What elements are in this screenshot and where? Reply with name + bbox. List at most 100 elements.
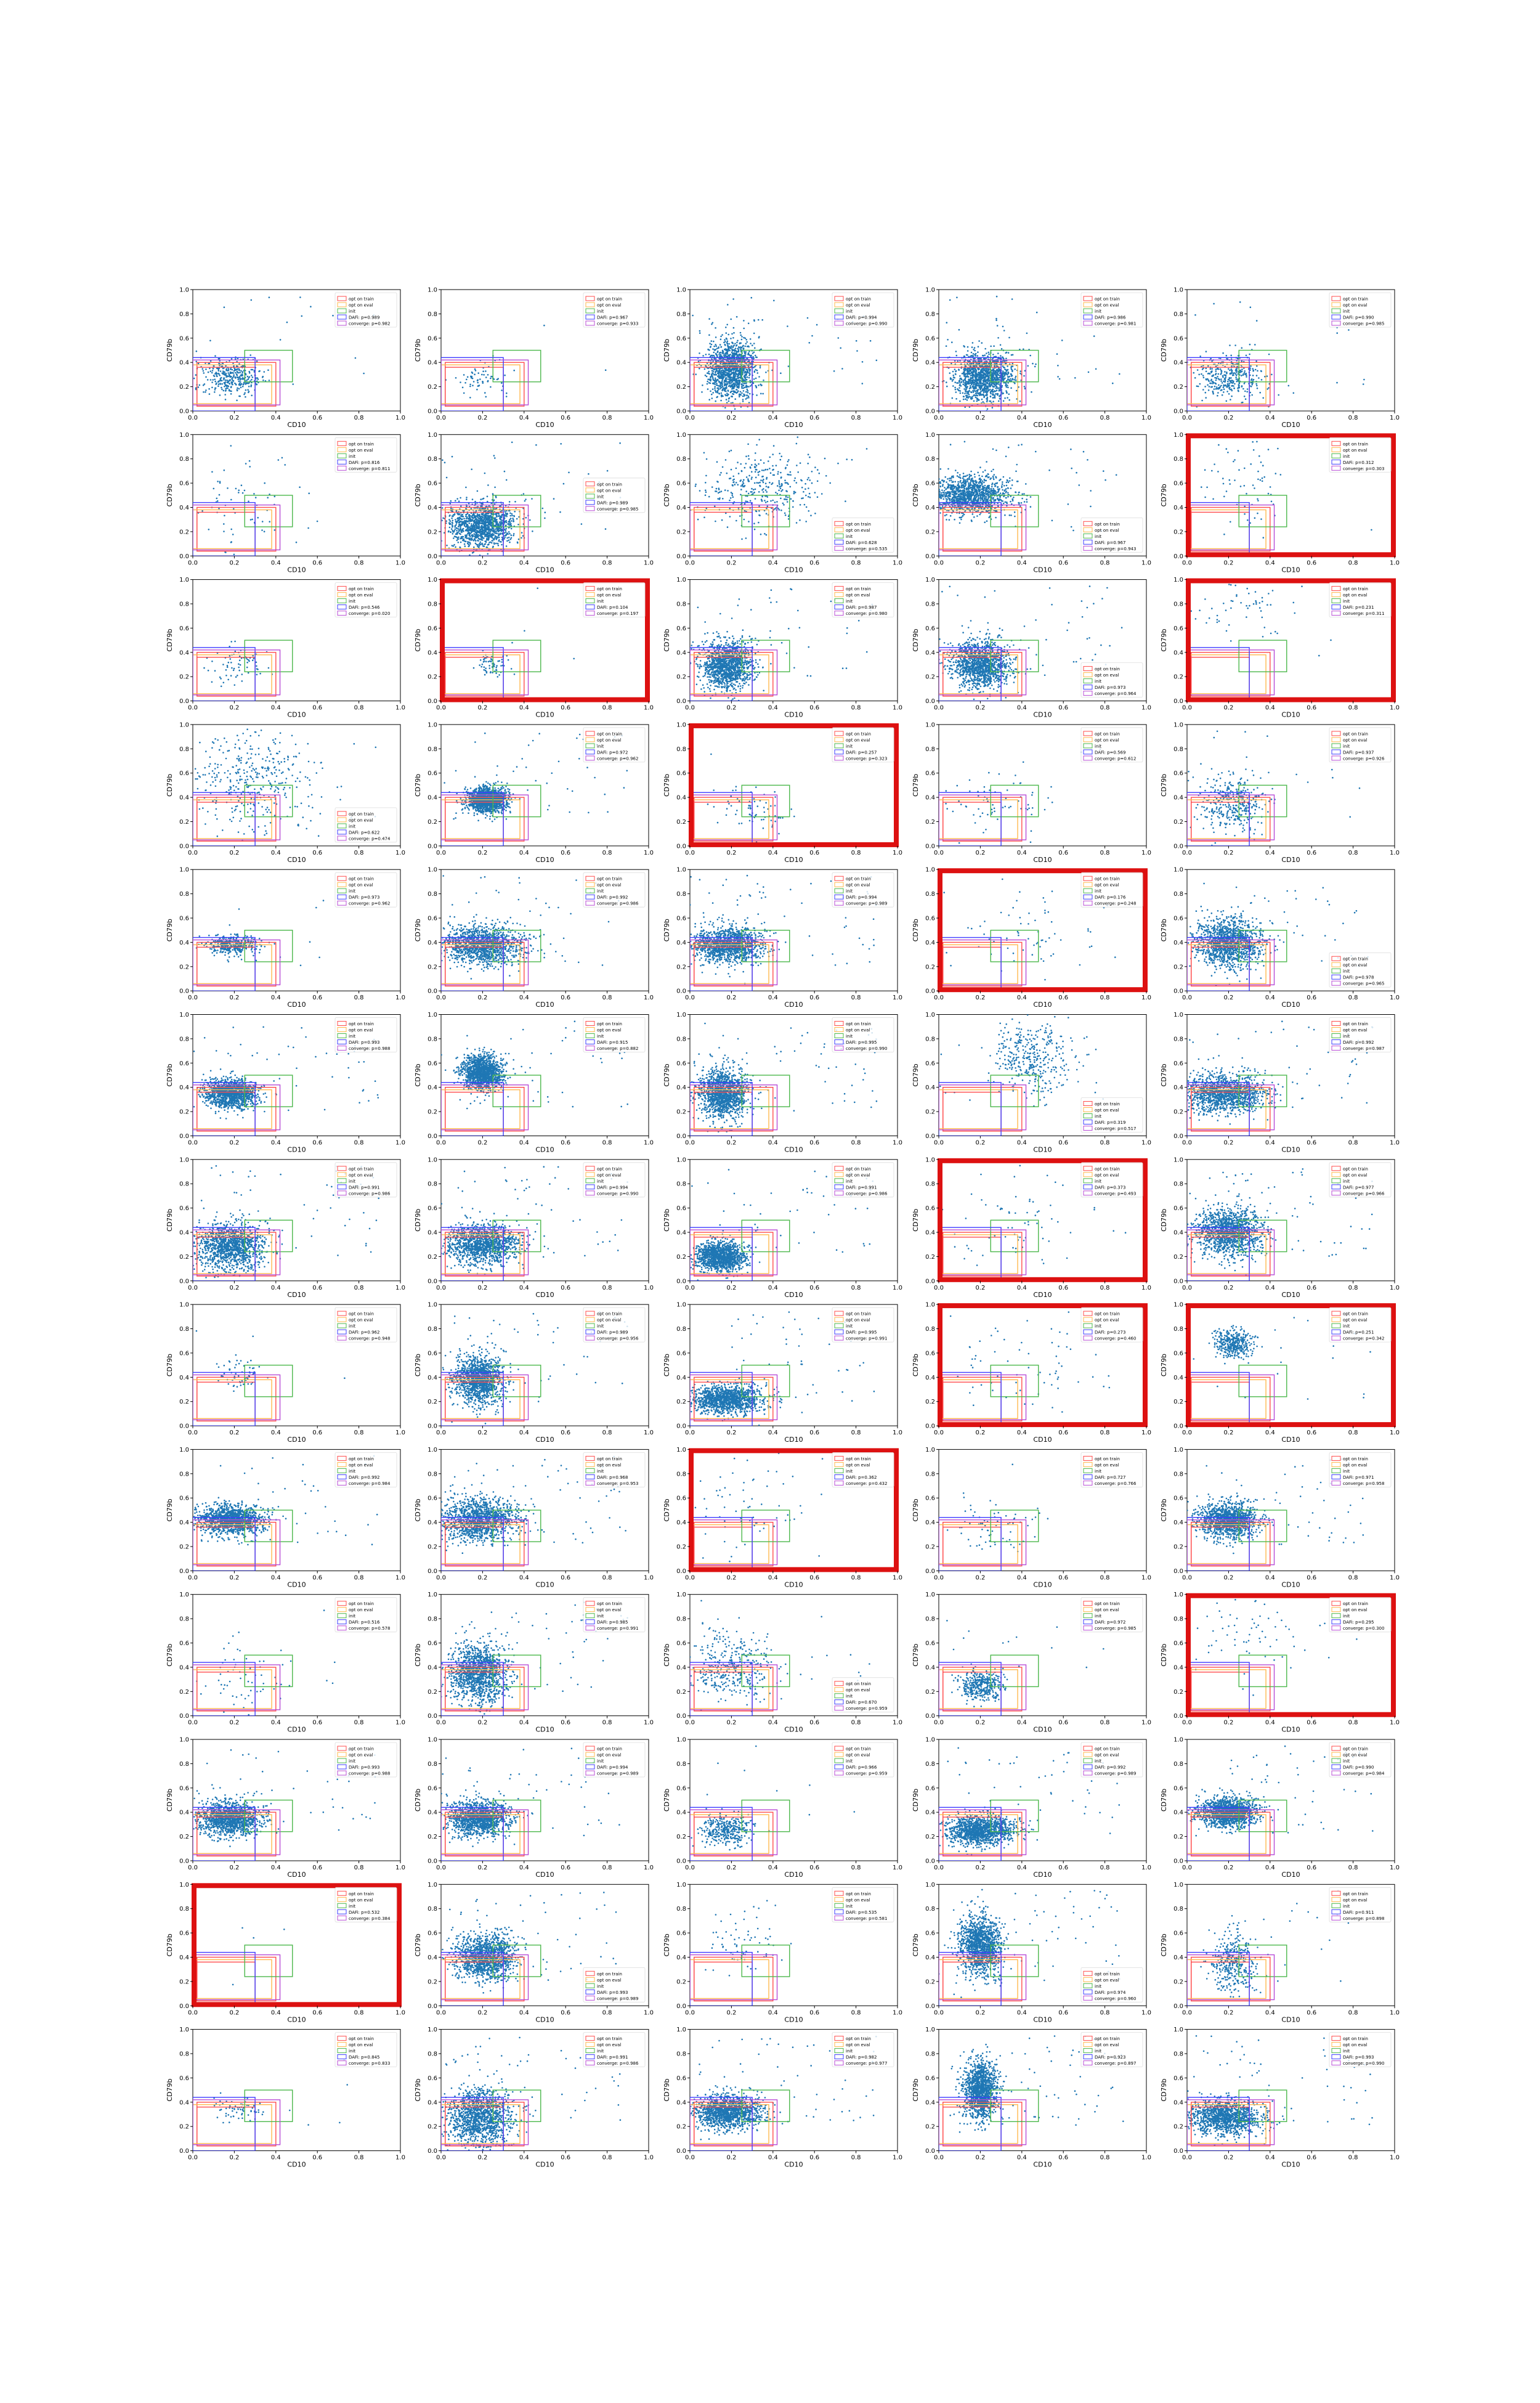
data-point [965,354,968,356]
data-point [580,523,583,525]
data-point [995,356,997,357]
data-point [227,368,230,370]
data-point [1212,390,1214,392]
data-point [485,396,487,398]
data-point [1255,383,1257,385]
data-point [495,538,498,540]
data-point [744,377,747,379]
data-point [211,381,213,383]
data-point [728,354,730,356]
data-point [517,524,519,526]
y-tick-label: 0.8 [179,311,189,318]
legend-swatch-DAFi [337,314,347,320]
data-point [223,306,225,308]
data-point [606,470,609,472]
data-point [981,394,984,396]
data-point [230,390,232,392]
data-point [524,500,526,502]
data-point [727,344,729,346]
data-point [498,523,500,526]
data-point [228,373,230,376]
data-point [719,385,721,388]
data-point [1228,393,1230,395]
data-point [219,394,221,396]
data-point [1242,401,1244,404]
data-point [731,354,733,357]
data-point [1240,375,1242,376]
data-point [508,522,510,525]
data-point [721,389,723,392]
legend-label: opt on train [846,297,871,302]
data-point [967,376,969,378]
data-point [716,354,718,356]
data-point [485,533,488,535]
data-point [960,385,962,387]
legend-label: init [597,309,604,314]
data-point [227,370,229,372]
data-point [195,360,197,363]
data-point [740,346,743,349]
data-point [728,343,730,345]
data-point [996,363,998,365]
data-point [506,533,508,535]
x-tick-label: 0.6 [561,415,570,421]
data-point [972,368,974,371]
data-point [955,351,957,352]
data-point [510,534,513,536]
data-point [244,392,246,394]
y-tick-label: 1.0 [676,287,686,294]
data-point [1007,372,1010,374]
data-point [295,541,298,543]
data-point [1008,399,1010,401]
data-point [208,393,211,395]
data-point [1260,379,1263,381]
data-point [1233,387,1235,389]
data-point [1255,375,1258,376]
legend-label: DAFi: p=0.990 [1343,315,1374,320]
data-point [1093,335,1095,337]
data-point [1205,370,1207,372]
data-point [747,391,749,394]
data-point [715,400,716,402]
data-point [959,400,961,402]
data-point [332,314,334,317]
data-point [1201,373,1202,375]
data-point [733,356,736,357]
data-point [726,372,727,374]
data-point [968,369,971,372]
data-point [1362,383,1364,385]
data-point [967,383,969,384]
data-point [743,336,745,339]
data-point [479,538,481,540]
data-point [225,551,227,553]
legend-label: opt on train [1095,297,1120,302]
data-point [976,389,979,392]
data-point [256,383,258,386]
x-tick-label: 0.2 [229,559,239,566]
data-point [975,360,976,362]
data-point [225,365,227,367]
data-point [945,345,947,347]
data-point [731,384,734,386]
data-point [463,540,465,542]
data-point [1210,371,1212,373]
data-point [738,353,740,356]
data-point [492,527,495,529]
data-point [984,389,986,392]
data-point [718,385,720,387]
data-point [714,383,716,385]
legend-swatch-DAFi [585,314,595,320]
data-point [715,377,716,380]
data-point [1252,375,1254,376]
data-point [986,372,989,373]
data-point [1221,394,1223,396]
data-point [746,370,748,373]
data-point [1262,397,1264,399]
data-point [506,515,508,518]
data-point [787,365,790,367]
data-point [731,379,734,381]
data-point [241,492,244,494]
data-point [837,337,840,339]
data-point [216,372,218,375]
data-point [740,394,742,396]
